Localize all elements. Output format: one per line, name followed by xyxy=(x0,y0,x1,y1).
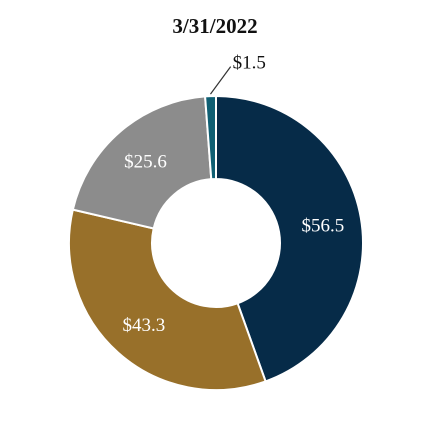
slice-label-3: $1.5 xyxy=(233,53,266,74)
slice-label-1: $43.3 xyxy=(122,315,165,336)
slice-label-0: $56.5 xyxy=(302,215,345,236)
chart-title: 3/31/2022 xyxy=(172,14,258,38)
donut-slice-1 xyxy=(68,208,267,391)
donut-slice-0 xyxy=(215,94,364,383)
slice-label-2: $25.6 xyxy=(124,152,167,173)
donut-slice-3 xyxy=(204,94,217,181)
donut-slice-2 xyxy=(71,95,213,230)
slice-leader-line-3 xyxy=(209,66,232,95)
